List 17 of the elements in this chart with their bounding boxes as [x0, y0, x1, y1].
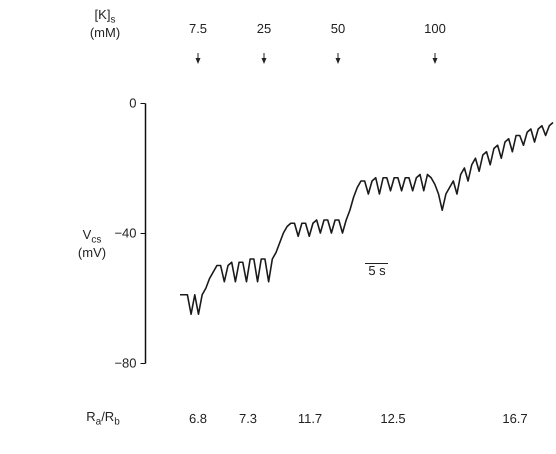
text: 7.5 [188, 21, 208, 37]
text: 6.8 [188, 411, 208, 427]
y-axis-title: V$_{cs}$ (mV) [76, 227, 108, 262]
text: 25 [256, 21, 272, 37]
line-series [179, 122, 554, 316]
y-tick-label: 0 [129, 96, 136, 110]
y-tick-label: −40 [114, 226, 136, 240]
text: 12.5 [380, 411, 406, 427]
text: [K]$_{s}$ (mM) [88, 7, 122, 42]
text: 50 [330, 21, 346, 37]
text: R$_{a}$/R$_{b}$ [86, 409, 120, 428]
text: 7.3 [238, 411, 258, 427]
y-tick-label: −80 [114, 356, 136, 370]
text: 11.7 [298, 411, 322, 427]
text: 16.7 [502, 411, 528, 427]
annotation: 5 s [368, 263, 386, 279]
text: 100 [424, 21, 446, 37]
